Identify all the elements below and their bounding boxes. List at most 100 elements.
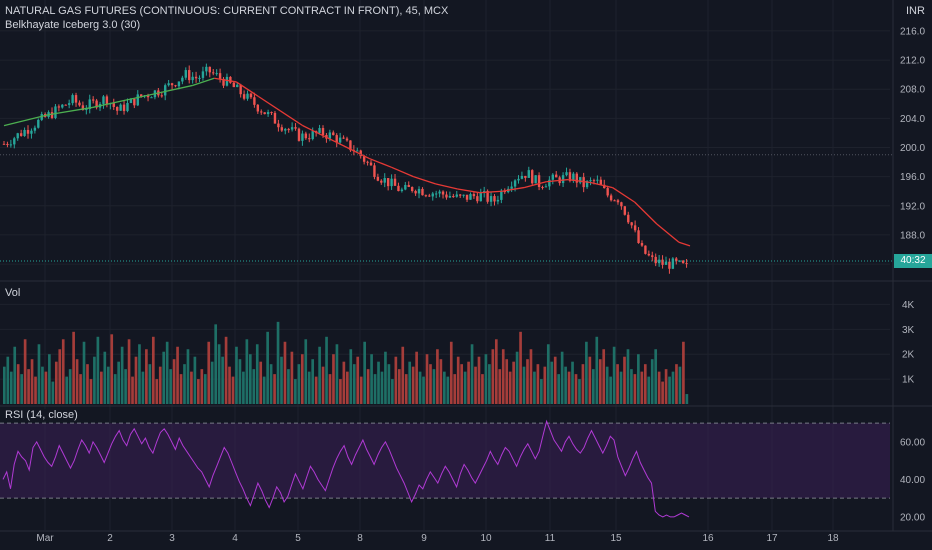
candle-body [6, 143, 9, 145]
volume-bar [612, 346, 616, 404]
volume-bar [429, 364, 432, 404]
volume-bar [543, 366, 547, 404]
symbol-title[interactable]: NATURAL GAS FUTURES (CONTINUOUS: CURRENT… [5, 5, 449, 17]
volume-bar [93, 356, 96, 404]
x-tick-label: 4 [232, 533, 238, 544]
volume-bar [172, 359, 176, 404]
volume-bar [567, 371, 571, 404]
volume-bar [671, 371, 675, 404]
volume-bar [103, 351, 107, 404]
candle-body [565, 172, 568, 176]
candle-body [273, 112, 277, 124]
iceberg-line-segment [125, 92, 160, 101]
volume-bar [158, 366, 162, 404]
price-axis-label: 216.0 [900, 26, 925, 37]
volume-bar [668, 376, 671, 404]
candle-body [122, 104, 126, 112]
candle-body [637, 230, 640, 244]
volume-bar [682, 341, 685, 404]
x-tick-label: 2 [107, 533, 113, 544]
iceberg-line-segment [280, 110, 304, 127]
x-tick-label: 3 [169, 533, 175, 544]
candle-body [321, 128, 325, 135]
volume-bar [484, 354, 488, 404]
candle-body [527, 170, 530, 178]
volume-bar [61, 339, 65, 404]
candle-body [136, 94, 139, 106]
volume-bar [210, 361, 214, 404]
volume-bar [678, 366, 682, 404]
volume-bar [359, 376, 363, 404]
candle-body [386, 178, 390, 187]
volume-bar [41, 366, 44, 404]
volume-bar [155, 379, 159, 404]
price-axis-label: 212.0 [900, 56, 925, 67]
iceberg-line-segment [346, 146, 370, 160]
volume-bar [456, 356, 460, 404]
volume-bar [553, 356, 557, 404]
indicator-label[interactable]: Belkhayate Iceberg 3.0 (30) [5, 19, 141, 31]
volume-bar [505, 359, 509, 404]
volume-bar [657, 371, 661, 404]
candle-body [513, 180, 517, 187]
volume-bar [190, 371, 193, 404]
candle-body [105, 96, 109, 105]
candle-body [431, 193, 434, 197]
volume-bar [207, 341, 211, 404]
candle-body [256, 104, 260, 112]
candle-body [404, 184, 407, 190]
iceberg-line-segment [634, 201, 658, 225]
volume-bar [661, 381, 664, 404]
candle-body [685, 263, 688, 265]
volume-bar [48, 354, 51, 404]
candle-body [657, 259, 661, 264]
volume-bar [16, 364, 20, 404]
candle-body [434, 193, 438, 195]
volume-bar [314, 376, 318, 404]
candle-body [407, 184, 410, 187]
candle-body [640, 243, 644, 246]
candle-body [33, 127, 37, 131]
candle-body [146, 95, 150, 98]
volume-bar [58, 349, 62, 404]
volume-bar [200, 369, 204, 404]
candle-body [620, 202, 623, 207]
volume-bar [235, 346, 238, 404]
volume-bar [72, 331, 75, 404]
volume-bar [280, 356, 283, 404]
candle-body [19, 133, 23, 136]
volume-bar [294, 379, 297, 404]
candle-body [342, 137, 345, 139]
volume-bar [100, 371, 103, 404]
rsi-legend[interactable]: RSI (14, close) [5, 409, 80, 421]
candle-body [589, 180, 592, 182]
volume-bar [380, 371, 384, 404]
candle-body [174, 85, 177, 87]
candle-body [78, 102, 81, 106]
iceberg-line-segment [590, 181, 613, 189]
volume-bar [578, 379, 581, 404]
candle-body [194, 76, 198, 79]
candle-body [606, 188, 609, 196]
candle-body [647, 253, 651, 256]
volume-legend[interactable]: Vol [5, 287, 21, 299]
volume-bar [37, 344, 41, 404]
candle-body [445, 194, 448, 198]
volume-bar [13, 346, 17, 404]
candle-body [277, 123, 280, 128]
candle-body [140, 94, 143, 97]
candle-body [627, 214, 630, 223]
candle-body [133, 98, 136, 106]
volume-bars-group [3, 321, 689, 404]
volume-bar [231, 376, 235, 404]
volume-bar [581, 364, 585, 404]
x-tick-label: 10 [480, 533, 492, 544]
candle-body [74, 95, 78, 103]
x-tick-label: Mar [36, 533, 54, 544]
currency-label: INR [906, 5, 925, 17]
iceberg-line-segment [48, 106, 93, 116]
volume-bar [169, 369, 172, 404]
iceberg-line-segment [457, 188, 480, 194]
iceberg-line-segment [302, 125, 326, 138]
